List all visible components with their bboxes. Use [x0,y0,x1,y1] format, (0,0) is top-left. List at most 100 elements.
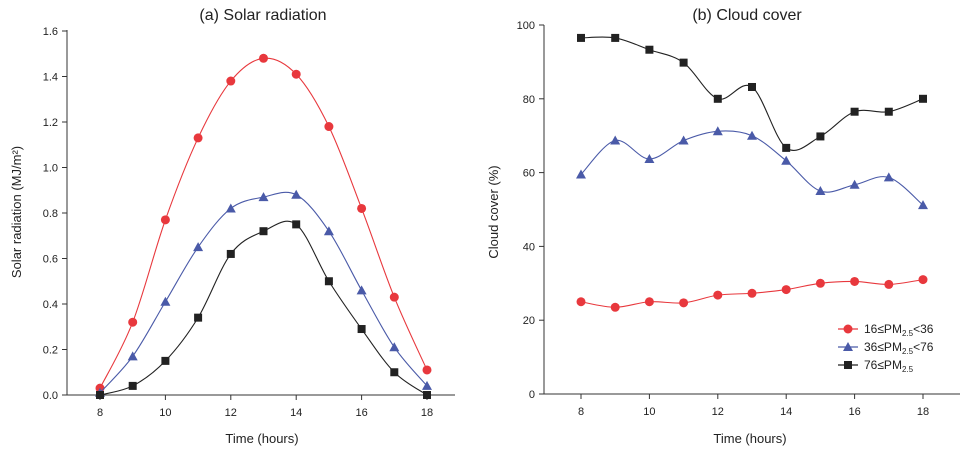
data-point-a-2 [423,391,431,399]
x-axis-label-a: Time (hours) [225,431,298,446]
y-tick-label-b: 60 [523,168,535,180]
y-tick-label-a: 0.6 [43,254,58,266]
data-point-a-2 [96,391,104,399]
y-tick-label-a: 1.0 [43,163,58,175]
data-point-b-2 [713,94,722,103]
data-point-b-0 [747,288,757,298]
legend-label-mid: 36≤PM2.5<76 [864,340,934,356]
data-point-a-0 [324,122,334,132]
data-point-b-2 [816,132,825,141]
data-point-b-0 [884,279,894,289]
y-tick-label-b: 0 [529,389,535,401]
data-point-b-2 [611,33,620,42]
data-point-b-1 [712,126,723,136]
x-tick-label-b: 14 [780,406,792,418]
data-point-a-1 [389,342,400,352]
data-point-b-2 [679,58,688,67]
y-tick-label-a: 0.0 [43,390,58,402]
data-point-a-0 [422,365,432,375]
data-point-a-2 [357,325,366,334]
panel-solar-radiation: (a) Solar radiation Solar radiation (MJ/… [9,7,455,446]
legend-label-low: 16≤PM2.5<36 [864,322,934,338]
data-point-b-1 [644,153,655,163]
data-point-a-0 [357,203,367,213]
y-tick-label-b: 80 [523,94,535,106]
x-tick-label-b: 8 [578,406,584,418]
legend-item-low: 16≤PM2.5<36 [838,322,934,338]
data-point-b-1 [849,179,860,189]
data-point-b-1 [678,135,689,145]
data-point-b-1 [576,169,586,179]
data-point-a-0 [259,53,268,63]
data-point-b-2 [645,45,654,54]
data-point-b-0 [815,278,825,288]
data-point-b-1 [883,172,894,182]
y-tick-label-a: 1.2 [43,117,58,129]
data-point-a-0 [128,317,138,327]
data-point-b-0 [850,276,860,286]
legend-label-high-sub: 2.5 [902,365,914,374]
data-point-b-2 [748,82,756,91]
data-point-b-0 [713,290,723,300]
legend-label-mid-main: 36≤PM [864,340,902,354]
legend-item-mid: 36≤PM2.5<76 [838,340,934,356]
y-tick-label-a: 0.2 [43,345,58,357]
data-point-b-2 [919,94,927,103]
data-point-b-2 [884,107,893,116]
data-point-a-0 [193,133,203,143]
y-tick-label-a: 0.4 [43,299,58,311]
data-point-b-1 [815,186,826,196]
legend-label-low-sub: 2.5 [902,329,914,338]
data-point-a-2 [390,368,399,377]
legend-triangle-icon [843,342,853,351]
series-group-a [95,53,432,399]
data-point-b-0 [679,298,689,308]
legend-square-icon [844,361,852,369]
data-point-a-0 [291,69,301,79]
x-tick-label-a: 16 [355,407,367,419]
data-point-a-2 [259,227,268,236]
chart-title-a: (a) Solar radiation [199,7,326,24]
ticks-b: 8 10 12 14 16 18 0 20 40 60 80 100 [517,20,929,418]
x-tick-label-b: 10 [643,406,655,418]
ticks-a: 8 10 12 14 16 18 0.0 0.2 0.4 0.6 0.8 1.0 1.2 1.4 1.6 [43,26,433,419]
x-tick-label-a: 12 [225,407,237,419]
legend-circle-icon [843,324,853,334]
x-axis-label-b: Time (hours) [713,431,786,446]
x-tick-label-a: 14 [290,407,302,419]
legend-label-low-main: 16≤PM [864,322,902,336]
data-point-a-1 [258,192,269,202]
data-point-a-0 [160,215,170,225]
data-point-a-1 [127,351,138,361]
x-tick-label-b: 16 [848,406,860,418]
data-point-a-0 [226,76,236,86]
data-point-b-1 [918,200,928,210]
data-point-a-1 [323,226,334,236]
x-tick-label-a: 18 [421,407,433,419]
legend-item-high: 76≤PM2.5 [838,358,914,374]
data-point-a-1 [160,296,171,306]
legend: 16≤PM2.5<36 36≤PM2.5<76 76≤PM2.5 [838,322,934,374]
legend-label-high-main: 76≤PM [864,358,902,372]
y-tick-label-b: 20 [523,315,535,327]
y-tick-label-a: 1.6 [43,26,58,38]
data-point-a-2 [128,381,137,390]
chart-title-b: (b) Cloud cover [692,7,802,24]
x-tick-label-b: 12 [712,406,724,418]
data-point-b-1 [781,155,792,165]
series-group-b [576,33,928,312]
data-point-a-2 [194,313,203,322]
data-point-a-1 [193,242,204,252]
x-tick-label-b: 18 [917,406,929,418]
data-point-a-1 [291,189,302,199]
x-tick-label-a: 10 [159,407,171,419]
data-point-a-2 [292,220,301,229]
legend-label-mid-tail: <76 [913,340,934,354]
legend-label-mid-sub: 2.5 [902,347,914,356]
data-point-b-1 [610,135,621,145]
x-tick-label-a: 8 [97,407,103,419]
data-point-b-2 [782,143,791,152]
y-axis-label-b: Cloud cover (%) [486,165,501,258]
data-point-b-0 [781,285,791,295]
